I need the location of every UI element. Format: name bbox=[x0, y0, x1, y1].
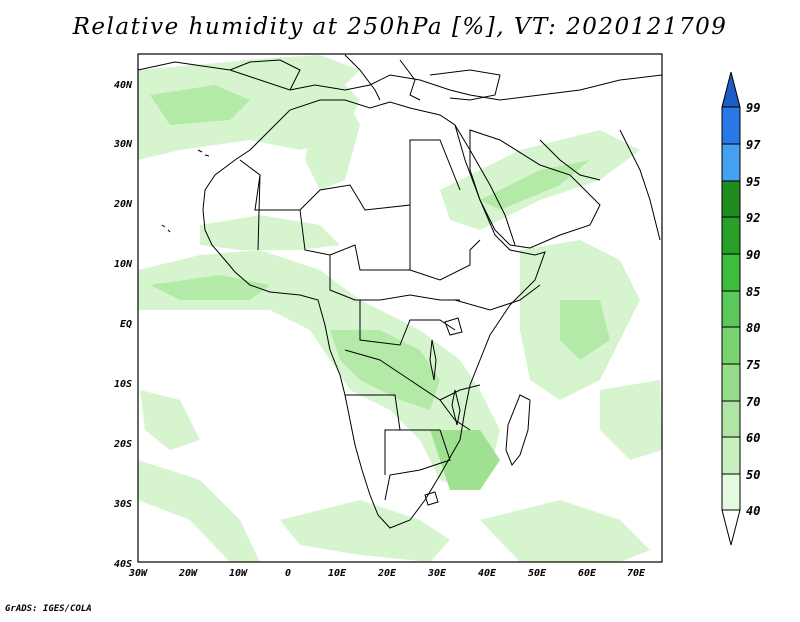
humidity-region-sahara bbox=[305, 95, 360, 190]
humidity-region-europe bbox=[240, 55, 360, 95]
map-title: Relative humidity at 250hPa [%], VT: 202… bbox=[72, 14, 728, 40]
colorbar-label: 80 bbox=[746, 321, 760, 335]
colorbar-label: 60 bbox=[746, 431, 760, 445]
canary-islands bbox=[197, 149, 210, 157]
colorbar-label: 50 bbox=[746, 468, 760, 482]
humidity-region-tropical-core bbox=[150, 275, 270, 300]
colorbar-bottom-arrow bbox=[721, 509, 741, 546]
colorbar-segment bbox=[721, 400, 741, 438]
lat-tick-label: 40N bbox=[114, 80, 133, 91]
humidity-region-tropical bbox=[138, 250, 500, 490]
colorbar-segment bbox=[721, 180, 741, 218]
colorbar-label: 92 bbox=[746, 211, 760, 225]
persian-gulf-coast bbox=[539, 139, 601, 181]
arabia-coastline bbox=[469, 129, 601, 249]
madagascar-coastline bbox=[505, 394, 531, 466]
humidity-region-indian-ocean-east bbox=[600, 380, 662, 460]
europe-coastline bbox=[138, 61, 662, 101]
humidity-region-north-core bbox=[150, 85, 250, 125]
red-sea-coast bbox=[454, 124, 516, 246]
colorbar-segment bbox=[721, 473, 741, 511]
iberia-coastline bbox=[229, 59, 301, 91]
colorbar-top-arrow bbox=[721, 71, 741, 108]
lon-tick-label: 10E bbox=[328, 568, 347, 579]
lon-tick-label: 10W bbox=[229, 568, 248, 579]
colorbar-segment bbox=[721, 216, 741, 255]
humidity-field bbox=[138, 55, 662, 562]
africa-coastline bbox=[202, 99, 546, 529]
colorbar-label: 95 bbox=[746, 175, 760, 189]
lesotho bbox=[424, 491, 439, 506]
colorbar-label: 90 bbox=[746, 248, 760, 262]
lat-tick-label: 10N bbox=[114, 259, 133, 270]
lon-tick-label: 60E bbox=[578, 568, 597, 579]
colorbar-label: 99 bbox=[746, 101, 760, 115]
italy-coastline bbox=[344, 54, 381, 101]
lon-tick-label: 20E bbox=[377, 568, 397, 579]
colorbar-segment bbox=[721, 106, 741, 145]
colorbar-label: 85 bbox=[746, 285, 760, 299]
colorbar bbox=[721, 71, 741, 546]
lon-tick-label: 20W bbox=[178, 568, 198, 579]
coastlines bbox=[138, 54, 662, 529]
grads-credit: GrADS: IGES/COLA bbox=[5, 604, 92, 614]
humidity-region-south-atlantic-east bbox=[280, 500, 450, 562]
colorbar-label: 40 bbox=[746, 504, 760, 518]
cape-verde bbox=[161, 224, 171, 233]
colorbar-segment bbox=[721, 143, 741, 182]
lon-tick-label: 0 bbox=[285, 568, 291, 579]
lat-tick-label: EQ bbox=[120, 319, 132, 330]
humidity-region-southern-ocean bbox=[480, 500, 650, 562]
greece-coastline bbox=[399, 59, 421, 101]
lake-victoria bbox=[444, 317, 463, 336]
colorbar-segment bbox=[721, 326, 741, 365]
lon-tick-label: 70E bbox=[627, 568, 646, 579]
humidity-region-south-atlantic bbox=[138, 460, 260, 562]
lon-axis: 30W 20W 10W 0 10E 20E 30E 40E 50E 60E 70… bbox=[128, 568, 646, 579]
country-borders bbox=[239, 139, 541, 501]
india-coastline bbox=[619, 129, 661, 241]
colorbar-segment bbox=[721, 290, 741, 328]
lake-malawi bbox=[451, 389, 461, 426]
lon-tick-label: 40E bbox=[478, 568, 497, 579]
colorbar-segment bbox=[721, 363, 741, 402]
turkey-coastline bbox=[429, 69, 501, 101]
humidity-region-indian-ocean-core bbox=[560, 300, 610, 360]
lon-tick-label: 50E bbox=[528, 568, 547, 579]
lat-tick-label: 30S bbox=[113, 499, 132, 510]
colorbar-segment bbox=[721, 253, 741, 292]
colorbar-label: 70 bbox=[746, 395, 760, 409]
map-frame bbox=[137, 53, 663, 563]
lat-tick-label: 10S bbox=[114, 379, 132, 390]
lon-tick-label: 30E bbox=[427, 568, 447, 579]
lat-tick-label: 20N bbox=[113, 199, 133, 210]
humidity-region-south-africa bbox=[430, 430, 500, 490]
lat-tick-label: 30N bbox=[113, 139, 133, 150]
lat-tick-label: 20S bbox=[113, 439, 132, 450]
lon-tick-label: 30W bbox=[128, 568, 148, 579]
colorbar-label: 97 bbox=[746, 138, 761, 152]
lake-tanganyika bbox=[429, 339, 437, 381]
humidity-region-west-africa bbox=[200, 215, 340, 250]
lat-axis: 40N 30N 20N 10N EQ 10S 20S 30S 40S bbox=[113, 80, 133, 570]
colorbar-labels: 99 97 95 92 90 85 80 75 70 60 50 40 bbox=[746, 101, 761, 518]
colorbar-label: 75 bbox=[746, 358, 760, 372]
lat-tick-label: 40S bbox=[114, 559, 132, 570]
humidity-region-congo bbox=[330, 330, 440, 410]
colorbar-segment bbox=[721, 436, 741, 475]
humidity-region-atlantic-south bbox=[140, 390, 200, 450]
